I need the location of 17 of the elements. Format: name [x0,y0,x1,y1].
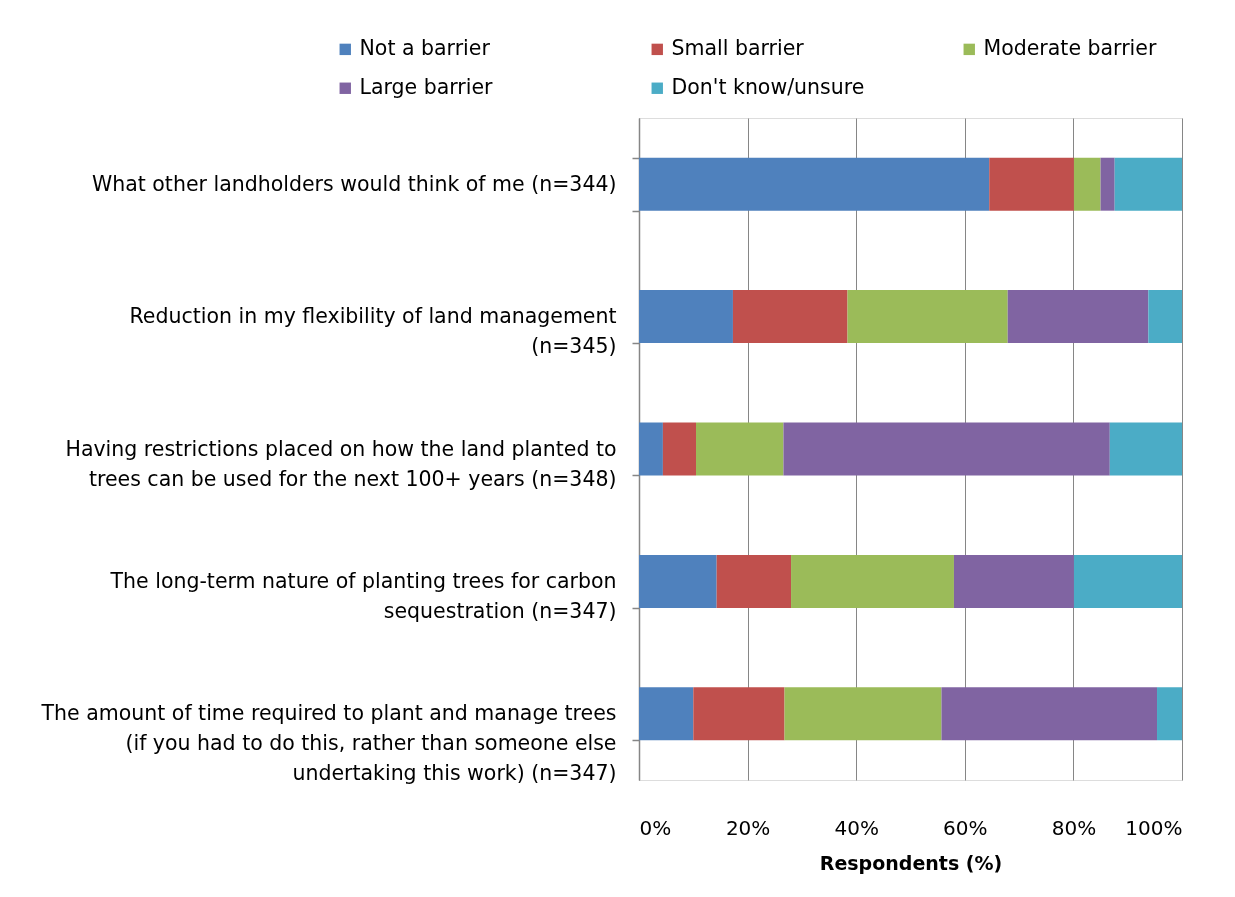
x-axis-title: Respondents (%) [819,851,1003,874]
y-tick-label: What other landholders would think of me (n=344) [91,171,617,196]
y-tick-label: Reduction in my flexibility of land management (n=345) [129,304,617,359]
legend-label: Not a barrier [359,36,491,61]
x-tick-label: 80% [1051,815,1097,840]
x-tick-label: 40% [834,815,879,840]
x-tick-label: 60% [943,815,988,840]
y-tick-label: The amount of time required to plant and manage trees (if you had to do this, rather than someone else undertaking this work) (n=347) [40,701,617,786]
legend-label: Small barrier [671,36,805,61]
x-tick-label: 100% [1125,815,1183,840]
legend-label: Moderate barrier [983,36,1157,61]
y-tick-label: The long-term nature of planting trees for carbon sequestration (n=347) [109,568,617,623]
legend-label: Large barrier [359,75,494,100]
x-tick-label: 20% [725,815,771,840]
x-tick-label: 0% [639,815,672,840]
y-tick-label: Having restrictions placed on how the land planted to trees can be used for the next 100+ years (n=348) [65,436,617,491]
legend-label: Don't know/unsure [671,75,865,100]
